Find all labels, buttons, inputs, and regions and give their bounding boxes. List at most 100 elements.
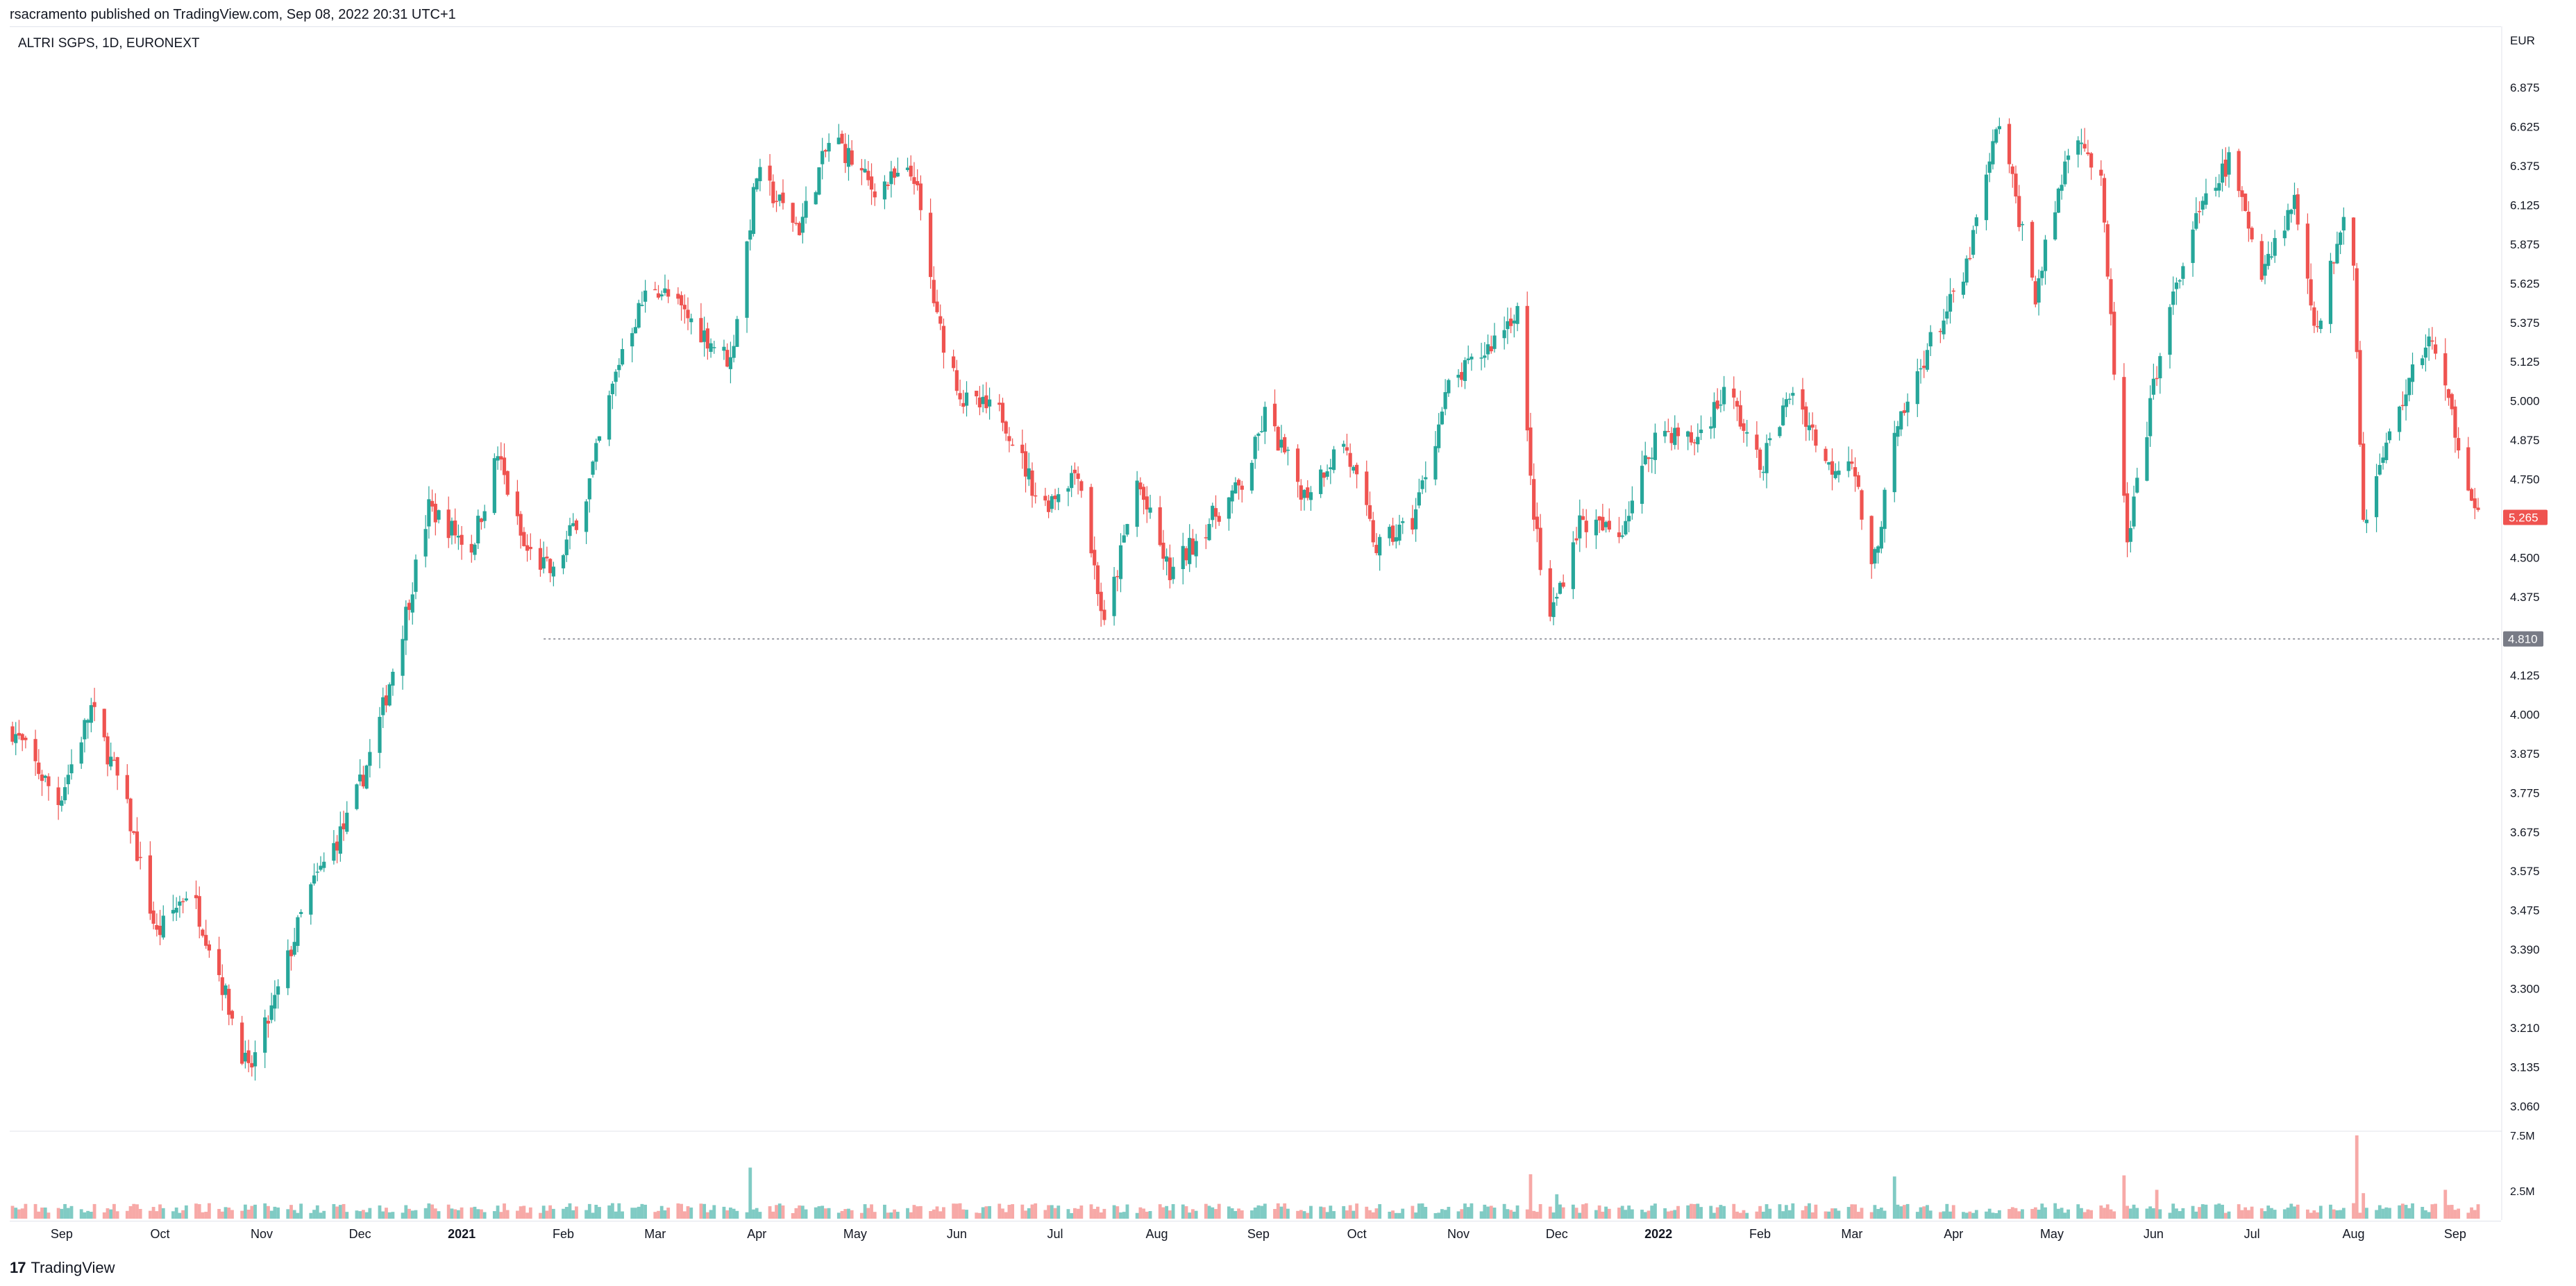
volume-bar xyxy=(889,1212,893,1219)
candle-body xyxy=(1669,432,1674,443)
candle-body xyxy=(86,720,90,723)
volume-bar xyxy=(1709,1205,1713,1219)
candle-body xyxy=(1597,516,1601,521)
candle-body xyxy=(502,457,507,475)
volume-bar xyxy=(2151,1208,2155,1219)
candle-body xyxy=(2217,183,2221,191)
time-tick-label: Mar xyxy=(1841,1227,1862,1241)
candle-body xyxy=(1640,466,1644,504)
candle-body xyxy=(1217,516,1221,522)
volume-bar xyxy=(981,1207,985,1219)
candle-body xyxy=(2263,264,2267,276)
tradingview-footer[interactable]: 17 TradingView xyxy=(10,1259,115,1277)
candle-body xyxy=(869,176,874,190)
candle-body xyxy=(361,775,366,787)
candle-body xyxy=(728,357,733,369)
candle-body xyxy=(1643,455,1647,464)
volume-bar xyxy=(2457,1208,2461,1219)
candle-body xyxy=(1558,582,1563,594)
candle-body xyxy=(1414,509,1418,530)
volume-bar xyxy=(1276,1203,1280,1219)
volume-bar xyxy=(836,1212,841,1219)
candle-body xyxy=(722,346,726,351)
volume-bar xyxy=(1486,1206,1490,1219)
volume-bar xyxy=(1286,1208,1290,1219)
volume-bar xyxy=(817,1206,821,1219)
candle-body xyxy=(1236,480,1241,486)
candle-body xyxy=(1213,508,1218,517)
volume-bar xyxy=(1057,1205,1061,1219)
candle-body xyxy=(1945,311,1949,319)
candle-body xyxy=(568,525,572,536)
volume-bar xyxy=(2332,1209,2336,1219)
volume-bar xyxy=(378,1205,382,1219)
volume-bar xyxy=(932,1209,936,1219)
candle-body xyxy=(2155,378,2159,380)
candle-body xyxy=(227,988,231,1015)
volume-bar xyxy=(758,1212,762,1219)
volume-bar xyxy=(2384,1207,2389,1219)
volume-bar xyxy=(1020,1204,1025,1219)
volume-bar xyxy=(1515,1205,1519,1219)
candle-body xyxy=(1331,449,1336,471)
candle-body xyxy=(2339,232,2343,245)
candle-body xyxy=(1765,443,1769,473)
candle-body xyxy=(2362,443,2366,521)
volume-bar xyxy=(1352,1210,1356,1219)
volume-bar xyxy=(138,1208,142,1219)
candle-body xyxy=(1411,518,1415,530)
candle-body xyxy=(1662,430,1667,437)
volume-bar xyxy=(197,1204,201,1219)
volume-bar xyxy=(482,1212,487,1219)
volume-bar xyxy=(682,1211,687,1219)
price-tick-label: 5.125 xyxy=(2510,355,2540,369)
candle-body xyxy=(2145,437,2149,481)
candle-body xyxy=(859,168,864,171)
candle-body xyxy=(1168,557,1172,580)
candle-body xyxy=(2384,442,2389,460)
volume-bar xyxy=(1191,1209,1195,1219)
volume-bar xyxy=(752,1209,755,1219)
volume-bar xyxy=(1027,1208,1031,1219)
volume-bar xyxy=(40,1207,44,1219)
candle-body xyxy=(1948,294,1953,312)
candle-body xyxy=(2082,144,2087,149)
volume-bar xyxy=(870,1204,873,1219)
candle-body xyxy=(800,217,805,233)
volume-bar xyxy=(1869,1212,1874,1219)
candle-body xyxy=(1653,432,1658,460)
volume-bar xyxy=(1345,1210,1349,1219)
price-tick-label: 6.625 xyxy=(2510,120,2540,133)
volume-bar xyxy=(1758,1205,1762,1219)
volume-bar xyxy=(460,1207,464,1219)
candle-body xyxy=(1148,507,1152,513)
candle-body xyxy=(2443,353,2448,386)
candle-body xyxy=(827,142,831,152)
candle-body xyxy=(319,865,323,870)
candle-body xyxy=(584,501,589,532)
volume-bar xyxy=(1627,1205,1631,1219)
volume-bar xyxy=(1781,1211,1785,1219)
candle-body xyxy=(666,289,671,297)
candle-body xyxy=(1171,566,1175,579)
candle-body xyxy=(607,395,612,440)
price-tick-label: 4.875 xyxy=(2510,434,2540,447)
volume-bar xyxy=(584,1210,588,1219)
candle-body xyxy=(273,995,277,1009)
volume-bar xyxy=(564,1207,569,1219)
volume-bar xyxy=(2181,1208,2185,1219)
candle-body xyxy=(656,293,661,298)
volume-bar xyxy=(551,1208,555,1219)
volume-bar xyxy=(1640,1210,1644,1219)
candle-body xyxy=(1260,431,1264,432)
volume-bar xyxy=(2158,1209,2162,1219)
volume-bar xyxy=(2377,1205,2382,1219)
volume-bar xyxy=(548,1205,553,1219)
volume-bar xyxy=(66,1208,70,1219)
time-tick-label: Aug xyxy=(1145,1227,1168,1241)
price-tick-label: 6.375 xyxy=(2510,160,2540,173)
candle-body xyxy=(2250,228,2254,239)
volume-bar xyxy=(686,1206,690,1219)
volume-bar xyxy=(2109,1209,2113,1219)
